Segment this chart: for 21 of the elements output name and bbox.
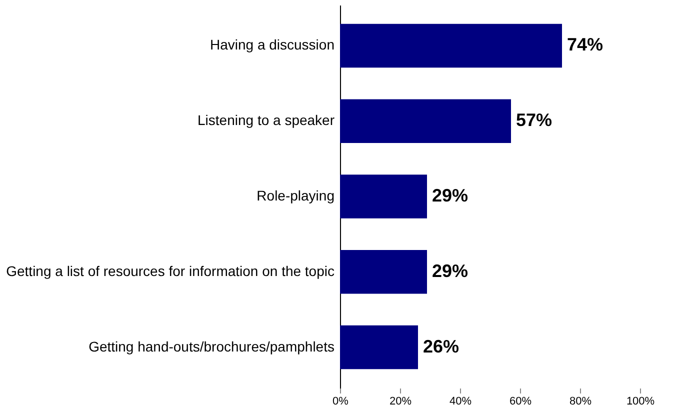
y-tick-label: Getting hand-outs/brochures/pamphlets bbox=[88, 338, 334, 354]
bar bbox=[340, 99, 511, 143]
bar bbox=[340, 250, 427, 294]
data-label: 26% bbox=[423, 336, 460, 356]
data-label: 57% bbox=[516, 110, 552, 130]
data-label: 29% bbox=[432, 186, 468, 206]
y-tick-label: Role-playing bbox=[256, 188, 334, 204]
bar bbox=[340, 174, 427, 218]
x-tick-label: 80% bbox=[569, 396, 592, 408]
bar bbox=[340, 24, 562, 68]
x-tick-label: 100% bbox=[626, 396, 655, 408]
y-tick-label: Listening to a speaker bbox=[198, 112, 335, 128]
x-tick-label: 0% bbox=[332, 396, 349, 408]
bar bbox=[340, 325, 418, 370]
x-tick-label: 20% bbox=[389, 396, 412, 408]
data-label: 74% bbox=[567, 34, 604, 55]
x-tick-label: 40% bbox=[449, 396, 472, 408]
data-label: 29% bbox=[432, 260, 468, 281]
y-tick-label: Having a discussion bbox=[210, 36, 334, 53]
y-tick-label: Getting a list of resources for information on the topic bbox=[6, 262, 334, 279]
x-tick-label: 60% bbox=[509, 396, 532, 408]
